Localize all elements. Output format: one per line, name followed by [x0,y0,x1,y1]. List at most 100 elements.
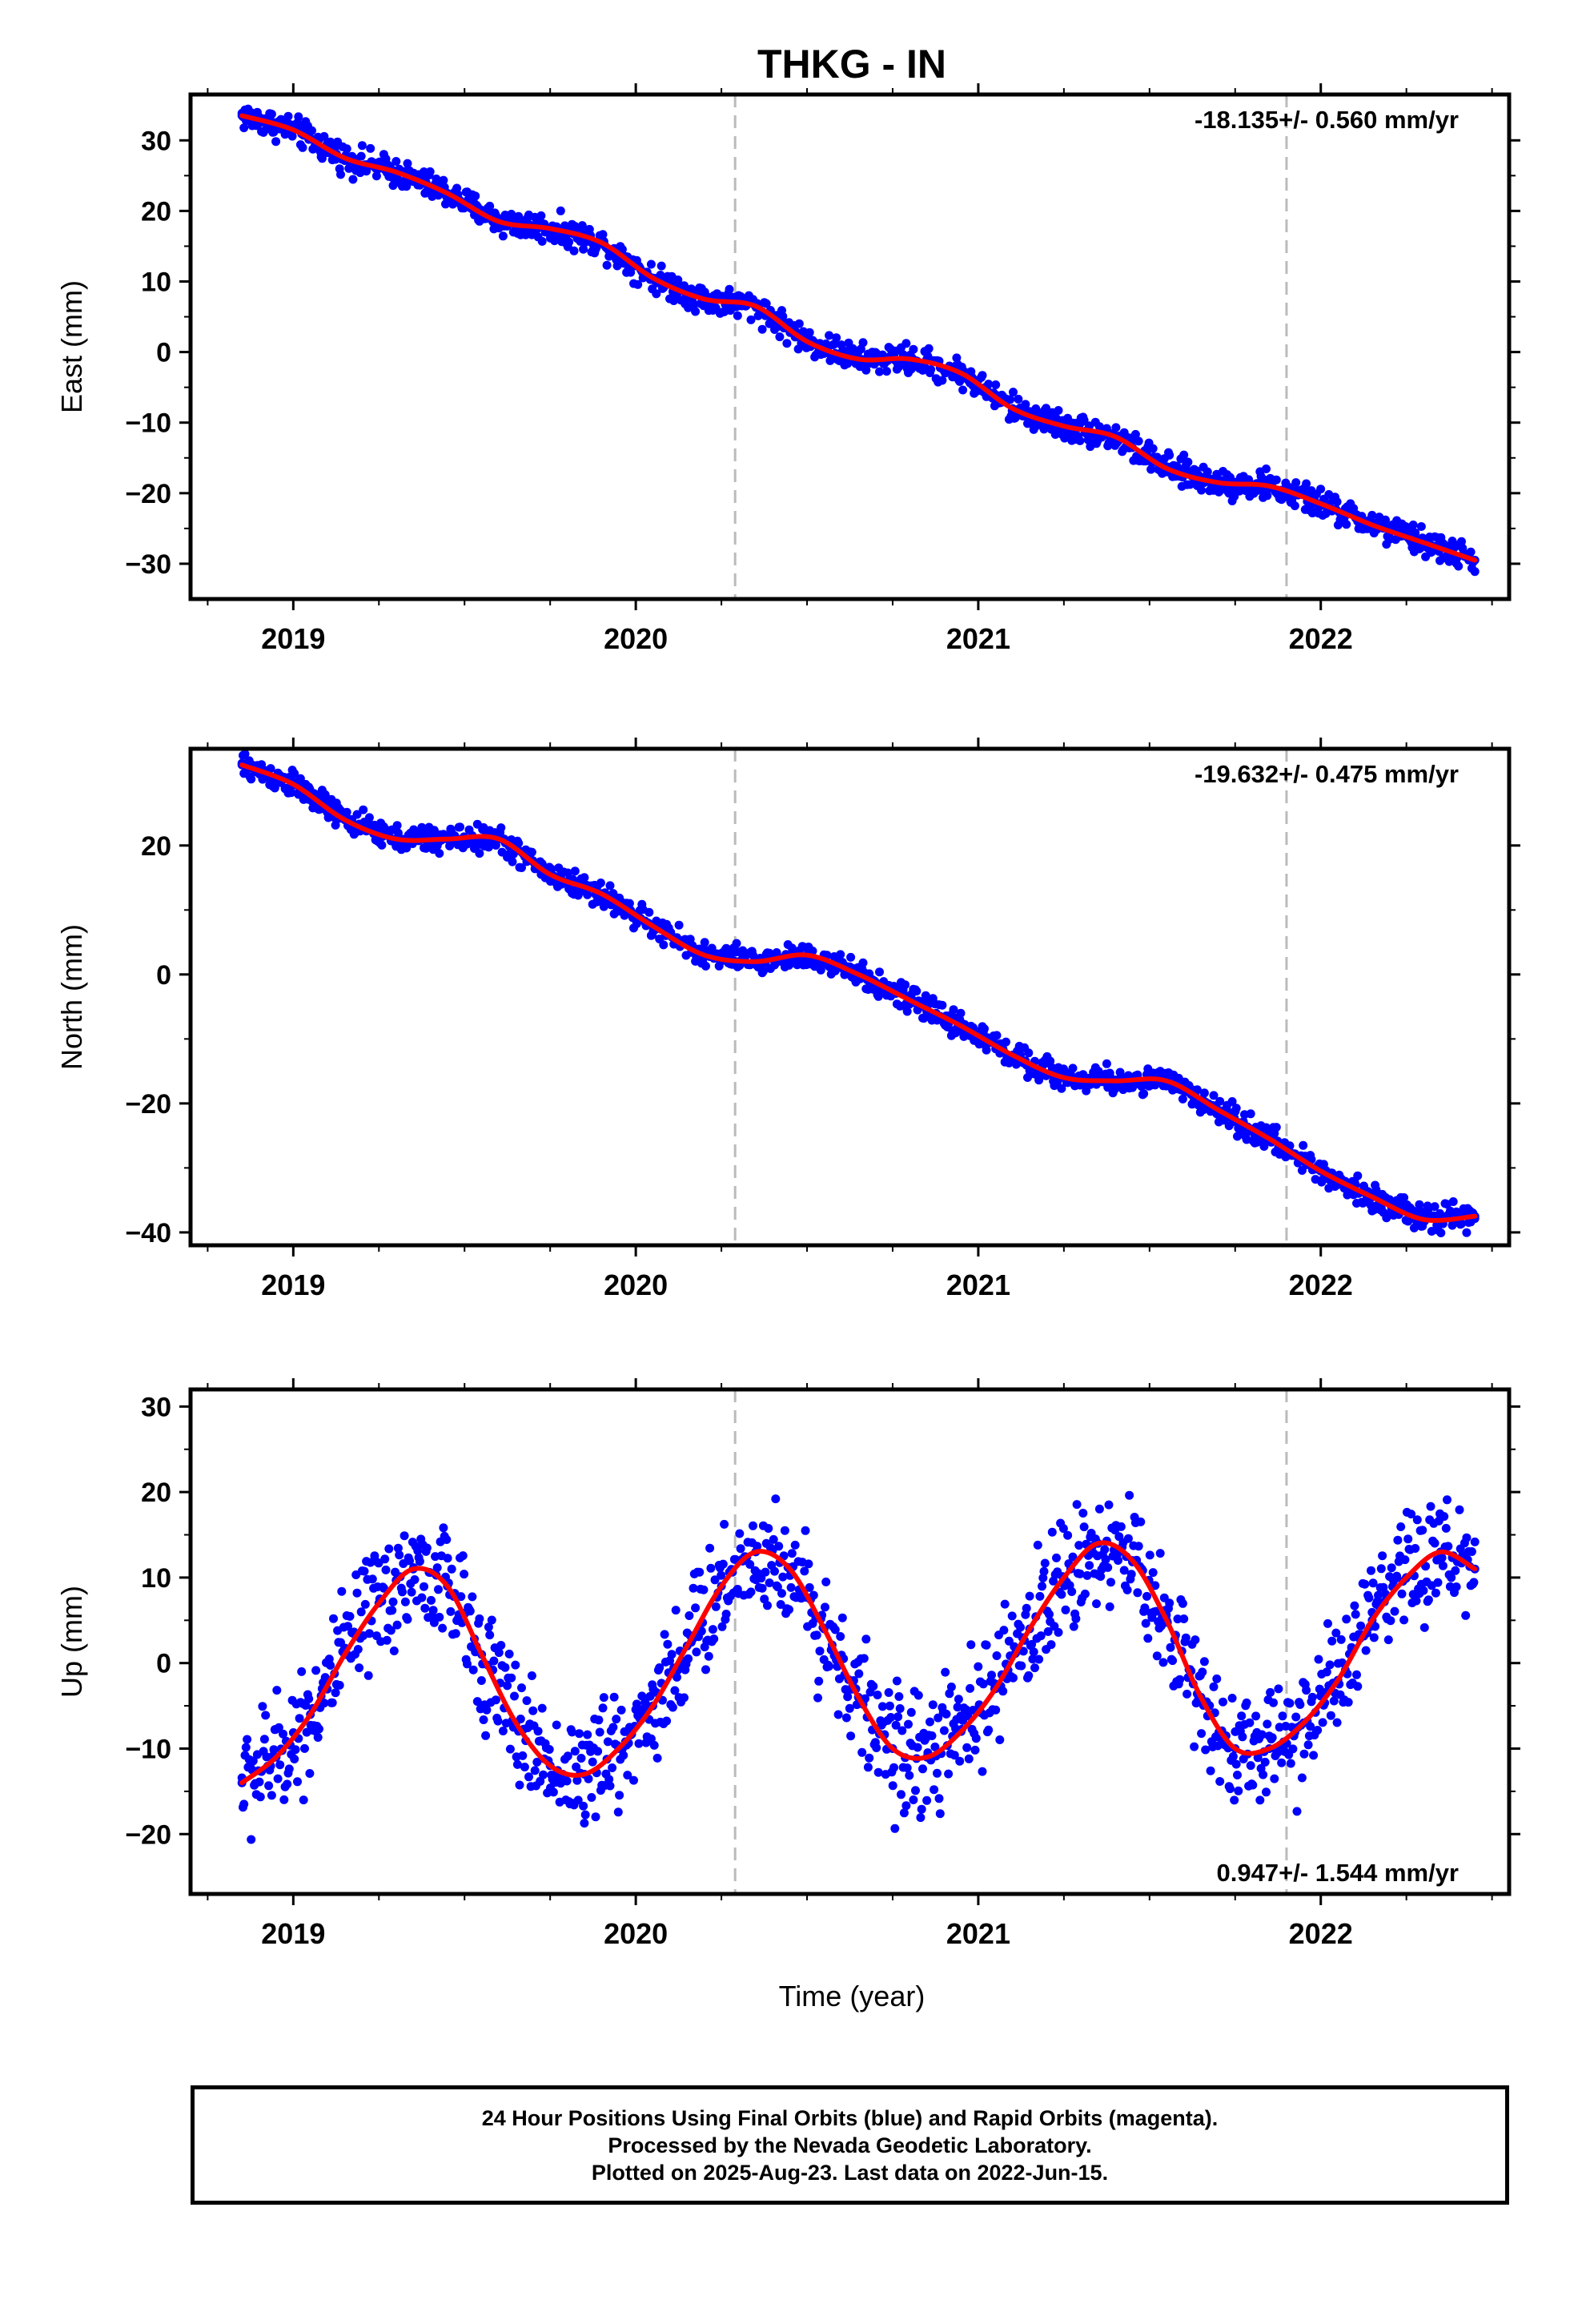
data-point [1071,1614,1081,1623]
data-point [267,110,276,119]
data-point [956,1008,966,1018]
data-point [749,1521,757,1530]
data-point [392,1620,402,1630]
data-point [984,1725,994,1735]
data-point [785,1605,793,1614]
data-point [1085,1561,1094,1570]
data-point [485,1630,495,1640]
data-point [420,1603,430,1613]
data-point [1271,475,1281,485]
data-point [1271,1123,1281,1132]
data-point [507,1673,516,1683]
data-point [239,123,249,133]
data-point [778,312,788,321]
data-point [845,1703,854,1713]
data-point [382,1635,391,1645]
data-point [794,319,804,328]
data-point [1397,1589,1407,1598]
panel-east: 30 20 10 0 −10 −20 −30 2019 2020 2021 2022 East (mm… [55,83,1520,655]
data-point [1399,1193,1409,1202]
data-point [916,1813,926,1823]
data-point [279,1795,289,1804]
data-point [745,1560,755,1569]
data-point [283,1779,292,1789]
y-tick-label: −40 [125,1218,171,1248]
data-point [1198,1667,1207,1677]
data-point [514,838,524,848]
data-point [1079,416,1089,425]
data-point [634,1739,644,1748]
data-point [612,1715,621,1724]
data-point [841,1713,851,1723]
data-point [813,1693,822,1703]
data-point [662,1716,672,1726]
data-point [1309,1751,1319,1760]
data-point [353,1645,363,1654]
data-point [405,1556,414,1566]
data-point [570,866,580,876]
x-tick-label: 2020 [604,1917,668,1950]
data-point [576,1754,586,1763]
data-point [674,920,684,930]
data-point [691,307,701,316]
data-point [377,840,387,850]
data-point [1136,1517,1146,1526]
data-point [1043,1626,1053,1636]
data-point [1141,1618,1150,1628]
data-point [407,1587,416,1597]
data-point [387,1606,397,1615]
data-point [1145,1550,1154,1560]
data-point [456,1592,466,1602]
data-point [1278,1711,1287,1721]
data-point [1462,1533,1472,1542]
data-point [1165,1598,1174,1608]
data-point [873,1767,883,1777]
data-point [1262,1787,1271,1797]
data-point [1181,1633,1191,1642]
data-point [1096,1572,1106,1581]
y-tick-label: 10 [141,1563,171,1594]
data-point [924,344,934,353]
data-point [1178,1094,1187,1104]
y-tick-label: 20 [141,831,171,862]
data-point [905,1771,914,1780]
data-point [944,1769,954,1779]
data-point [484,1622,493,1632]
data-point [1227,1694,1237,1703]
data-point [1299,1749,1309,1759]
data-point [398,1587,407,1597]
data-point [1046,1640,1056,1650]
data-point [884,1688,893,1697]
data-point [1148,444,1158,453]
data-point [1316,485,1326,494]
data-point [447,1564,456,1574]
data-point [498,1727,508,1735]
data-point [836,1632,845,1641]
data-point [992,1031,1002,1040]
data-point [1462,1228,1472,1237]
data-point [1448,1197,1458,1206]
data-point [371,171,381,181]
data-point [1069,1622,1078,1631]
data-point [711,1602,721,1611]
panel-north: 20 0 −20 −40 2019 2020 2021 2022 North (mm) -19.6… [55,738,1520,1301]
data-point [830,1625,840,1634]
data-point [950,1751,959,1760]
data-point [966,1683,975,1693]
data-point [1299,1140,1308,1150]
data-point [1173,1614,1182,1624]
data-point [911,1786,920,1795]
data-point [402,182,412,191]
data-point [1343,1698,1353,1707]
data-point [400,1597,410,1606]
data-point [1332,1718,1342,1727]
data-point [775,332,785,342]
data-point [1182,1689,1192,1699]
data-point [1125,1490,1134,1500]
data-point [1455,1505,1464,1514]
data-point [603,1737,612,1747]
data-point [721,1610,731,1618]
data-point [482,1705,492,1715]
y-tick-label: −20 [125,1089,171,1120]
data-point [255,1792,265,1802]
